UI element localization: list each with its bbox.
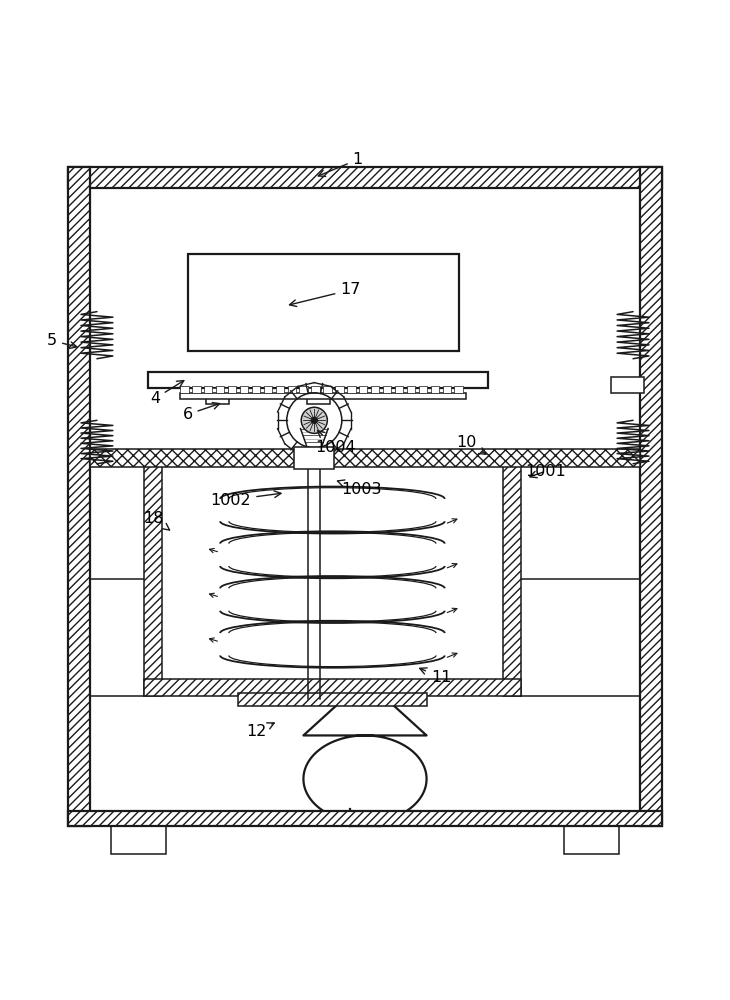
Bar — [252, 386, 260, 393]
Bar — [640, 167, 662, 826]
Bar — [564, 826, 618, 854]
Bar — [68, 811, 662, 826]
Bar — [192, 386, 201, 393]
Text: 1: 1 — [318, 152, 363, 176]
Bar — [503, 462, 520, 696]
Bar — [264, 386, 272, 393]
Text: 10: 10 — [456, 435, 486, 454]
Text: 1003: 1003 — [337, 480, 382, 497]
Bar — [307, 388, 330, 404]
Text: 1001: 1001 — [526, 464, 566, 479]
Bar — [407, 386, 415, 393]
Bar — [68, 167, 662, 188]
Bar — [68, 167, 90, 826]
Bar — [431, 386, 439, 393]
Bar — [276, 386, 284, 393]
Bar — [206, 388, 228, 404]
Bar — [442, 386, 451, 393]
Circle shape — [301, 407, 327, 433]
Bar — [147, 372, 488, 388]
Bar — [294, 447, 334, 469]
Bar — [216, 386, 224, 393]
Bar — [383, 386, 391, 393]
Bar — [162, 462, 503, 679]
Text: 11: 11 — [420, 668, 451, 685]
Bar — [611, 377, 644, 393]
Bar — [288, 386, 296, 393]
Bar — [90, 188, 640, 811]
Bar — [335, 386, 344, 393]
Bar — [299, 386, 308, 393]
Bar — [188, 254, 459, 351]
Bar — [371, 386, 380, 393]
Bar — [347, 386, 356, 393]
Bar — [204, 386, 212, 393]
Bar — [180, 386, 188, 393]
Text: 1002: 1002 — [211, 491, 281, 508]
Bar — [90, 449, 640, 467]
Bar — [228, 386, 237, 393]
Bar — [240, 386, 248, 393]
Text: 5: 5 — [47, 333, 77, 348]
Text: 17: 17 — [290, 282, 361, 306]
Bar — [238, 693, 426, 706]
Bar — [419, 386, 427, 393]
Text: 12: 12 — [246, 723, 274, 739]
Bar — [323, 386, 331, 393]
Circle shape — [311, 417, 318, 424]
Text: 4: 4 — [150, 381, 184, 406]
Text: 6: 6 — [182, 403, 220, 422]
Bar — [395, 386, 403, 393]
Bar — [112, 826, 166, 854]
Bar — [180, 393, 466, 399]
Bar — [312, 386, 320, 393]
Bar — [455, 386, 463, 393]
Bar — [144, 679, 520, 696]
Text: 18: 18 — [143, 511, 169, 530]
Text: 1004: 1004 — [315, 430, 356, 455]
Bar — [359, 386, 367, 393]
Bar — [144, 462, 162, 696]
